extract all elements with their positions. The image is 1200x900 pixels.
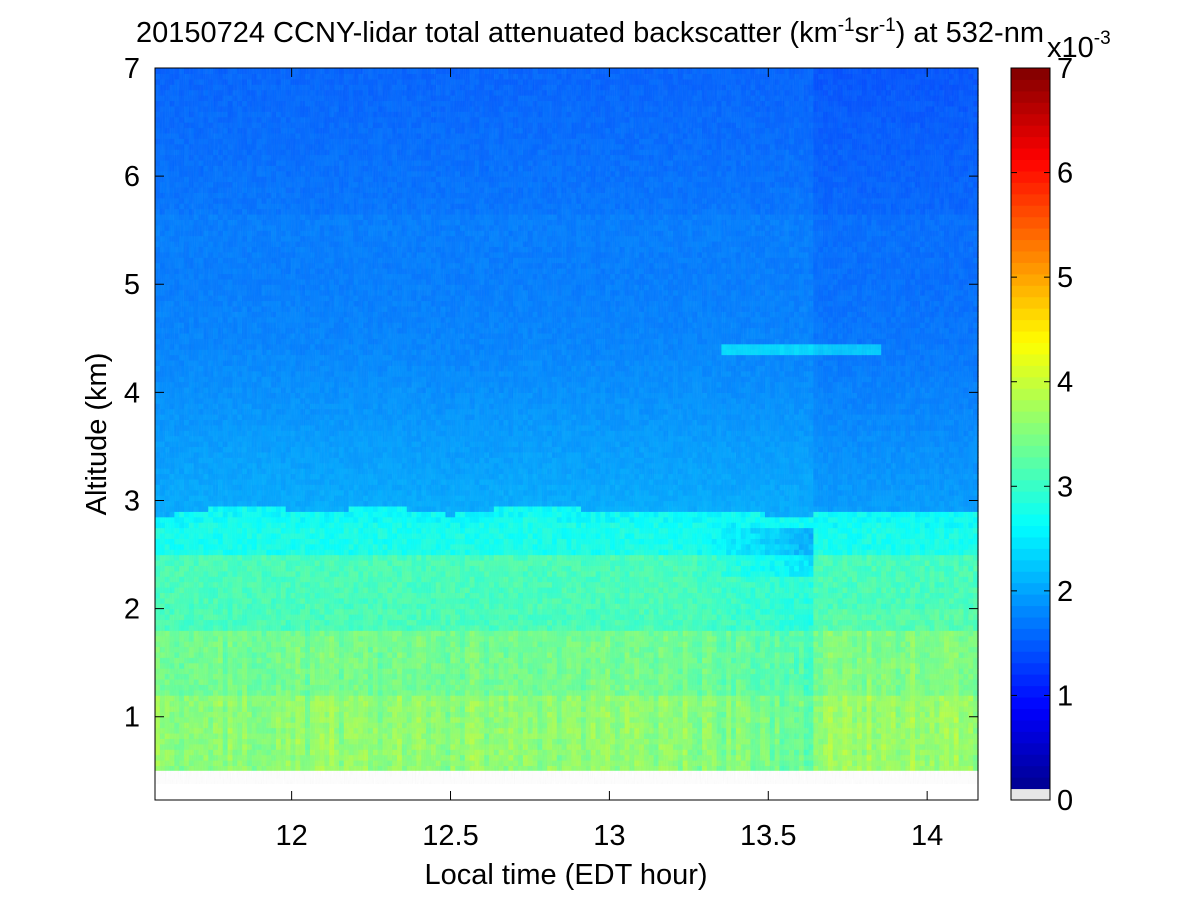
chart-title: 20150724 CCNY-lidar total attenuated bac… [136,15,1044,49]
